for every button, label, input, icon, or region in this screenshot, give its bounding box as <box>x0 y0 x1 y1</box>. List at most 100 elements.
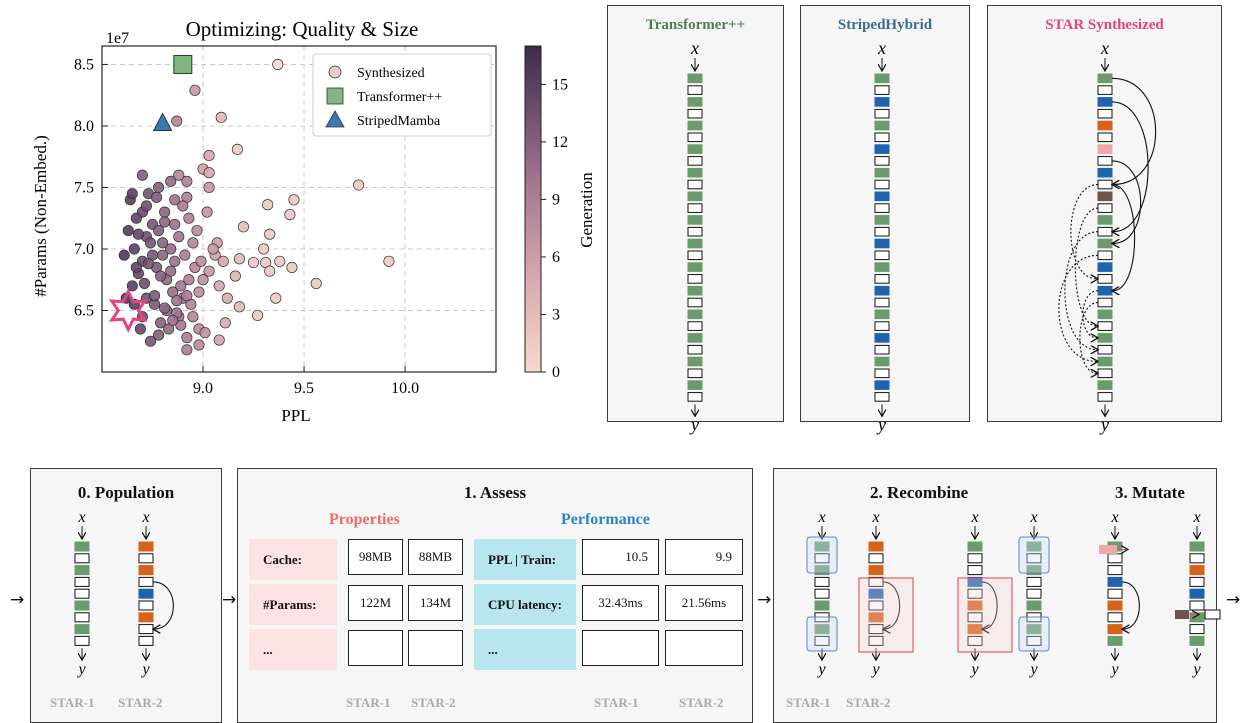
synthesized-point <box>264 228 276 240</box>
population-title: 0. Population <box>77 483 175 502</box>
legend-triangle-marker <box>325 110 345 128</box>
y-tick-label: 7.5 <box>74 179 94 196</box>
population-label-star1: STAR-1 <box>50 695 95 710</box>
legend-synthesized: Synthesized <box>357 66 425 81</box>
synthesized-point <box>193 339 205 351</box>
synthesized-point <box>153 181 165 194</box>
synthesized-point <box>215 111 227 123</box>
best-architecture-star <box>108 288 148 333</box>
star-title: STAR Synthesized <box>1045 17 1164 33</box>
recombine-mutate-panel: 2. Recombine 3. Mutate STAR-1 STAR-2 <box>773 468 1217 723</box>
synthesized-point <box>165 265 177 277</box>
colorbar-tick-label: 6 <box>552 249 560 266</box>
ppl-star2: 9.9 <box>665 539 743 575</box>
synthesized-point <box>171 115 183 127</box>
synthesized-point <box>203 149 215 162</box>
recombine-label-star2: STAR-2 <box>846 695 891 710</box>
synthesized-point <box>126 188 138 200</box>
synthesized-point <box>229 270 241 282</box>
synthesized-point <box>203 181 215 194</box>
synthesized-point <box>159 206 171 218</box>
synthesized-point <box>187 311 199 323</box>
synthesized-point <box>177 200 189 212</box>
colorbar-tick-label: 9 <box>552 191 560 208</box>
stripedmamba-point <box>152 112 173 132</box>
synthesized-point <box>175 319 187 331</box>
synthesized-point <box>155 317 167 329</box>
synthesized-point <box>237 221 249 233</box>
properties-heading: Properties <box>329 511 400 528</box>
flow-arrow-3: → <box>1226 590 1241 610</box>
synthesized-point <box>187 237 199 249</box>
synthesized-point <box>173 231 185 243</box>
more-properties-label: ... <box>249 629 337 670</box>
chart-title: Optimizing: Quality & Size <box>186 17 419 41</box>
synthesized-point <box>144 237 157 249</box>
synthesized-point <box>165 243 177 255</box>
synthesized-point <box>233 253 245 265</box>
synthesized-point <box>272 58 284 71</box>
params-star2: 134M <box>408 585 463 621</box>
synthesized-point <box>130 261 142 273</box>
data-points <box>108 54 395 356</box>
assess-title: 1. Assess <box>463 483 527 502</box>
synthesized-point <box>199 327 211 339</box>
recombine-title: 2. Recombine <box>870 483 969 502</box>
synthesized-point <box>157 237 169 249</box>
synthesized-point <box>140 200 153 212</box>
legend-circle-marker <box>328 65 342 79</box>
synthesized-point <box>138 277 150 289</box>
colorbar <box>524 45 542 373</box>
synthesized-point <box>262 199 274 211</box>
assess-props-star2: STAR-2 <box>411 695 456 710</box>
synthesized-point <box>274 255 286 267</box>
colorbar-tick-label: 12 <box>552 134 568 151</box>
population-label-star2: STAR-2 <box>118 695 163 710</box>
empty-star2-prop <box>408 630 463 666</box>
latency-star2: 21.56ms <box>665 585 743 621</box>
synthesized-point <box>167 314 179 326</box>
synthesized-point <box>288 194 300 206</box>
synthesized-point <box>247 256 260 269</box>
cache-label: Cache: <box>249 539 337 580</box>
cache-star2: 88MB <box>408 539 463 575</box>
cache-star1: 98MB <box>348 539 403 575</box>
x-tick-label: 10.0 <box>391 380 419 397</box>
y-tick-label: 8.0 <box>74 118 94 135</box>
synthesized-point <box>193 286 205 298</box>
y-axis-label: #Params (Non-Embed.) <box>31 135 50 296</box>
synthesized-point <box>233 301 245 313</box>
synthesized-point <box>353 179 365 191</box>
y-tick-label: 7.0 <box>74 241 94 258</box>
synthesized-point <box>130 212 142 224</box>
synthesized-point <box>142 258 155 270</box>
empty-star1-prop <box>348 630 403 666</box>
synthesized-point <box>183 274 195 286</box>
latency-star1: 32.43ms <box>582 585 659 621</box>
synthesized-point <box>217 255 229 267</box>
synthesized-point <box>136 169 148 181</box>
synthesized-point <box>148 290 161 302</box>
synthesized-point <box>201 206 213 218</box>
assess-perf-star1: STAR-1 <box>594 695 639 710</box>
striped-panel: StripedHybrid <box>800 5 970 422</box>
y-tick-label: 6.5 <box>74 302 94 319</box>
synthesized-point <box>252 309 264 321</box>
flow-arrow-2: → <box>757 590 772 610</box>
synthesized-point <box>134 323 146 335</box>
empty-star2-perf <box>665 630 743 666</box>
synthesized-point <box>118 249 130 261</box>
population-panel: 0. Population STAR-1 STAR-2 <box>30 468 222 723</box>
params-star1: 122M <box>348 585 403 621</box>
synthesized-point <box>284 208 296 221</box>
legend-transformer: Transformer++ <box>357 90 442 105</box>
assess-panel: 1. Assess Properties Performance Cache: … <box>237 468 753 723</box>
synthesized-point <box>169 255 181 267</box>
synthesized-point <box>189 84 201 96</box>
x-axis-label: PPL <box>281 406 310 425</box>
synthesized-point <box>191 224 203 237</box>
empty-star1-perf <box>582 630 659 666</box>
legend: Synthesized Transformer++ StripedMamba <box>312 53 492 137</box>
synthesized-point <box>169 218 181 230</box>
x-tick-label: 9.5 <box>294 380 314 397</box>
